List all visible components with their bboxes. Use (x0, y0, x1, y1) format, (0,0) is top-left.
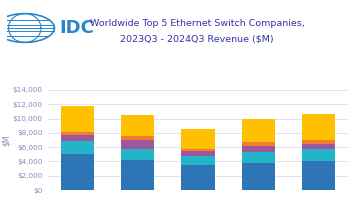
Bar (182, 129, 214, 149)
Bar (61, 141, 94, 154)
Bar (182, 165, 214, 190)
Bar (182, 149, 214, 151)
Text: Worldwide Top 5 Ethernet Switch Companies,: Worldwide Top 5 Ethernet Switch Companie… (90, 20, 304, 28)
Bar (302, 149, 335, 161)
Bar (241, 146, 275, 152)
Bar (121, 136, 155, 140)
Bar (61, 135, 94, 141)
Bar (61, 154, 94, 190)
Bar (182, 151, 214, 156)
Bar (302, 161, 335, 190)
Text: IDC: IDC (59, 19, 94, 37)
Bar (241, 152, 275, 163)
Bar (121, 160, 155, 190)
Bar (241, 163, 275, 190)
Bar (61, 132, 94, 135)
Bar (121, 149, 155, 160)
Bar (302, 114, 335, 140)
Bar (302, 144, 335, 149)
Bar (121, 115, 155, 136)
Bar (121, 140, 155, 149)
Bar (241, 119, 275, 142)
Bar (182, 156, 214, 165)
Bar (302, 140, 335, 144)
Y-axis label: $M: $M (2, 134, 11, 146)
Bar (241, 142, 275, 146)
Text: 2023Q3 - 2024Q3 Revenue ($M): 2023Q3 - 2024Q3 Revenue ($M) (120, 34, 274, 44)
Bar (61, 106, 94, 132)
